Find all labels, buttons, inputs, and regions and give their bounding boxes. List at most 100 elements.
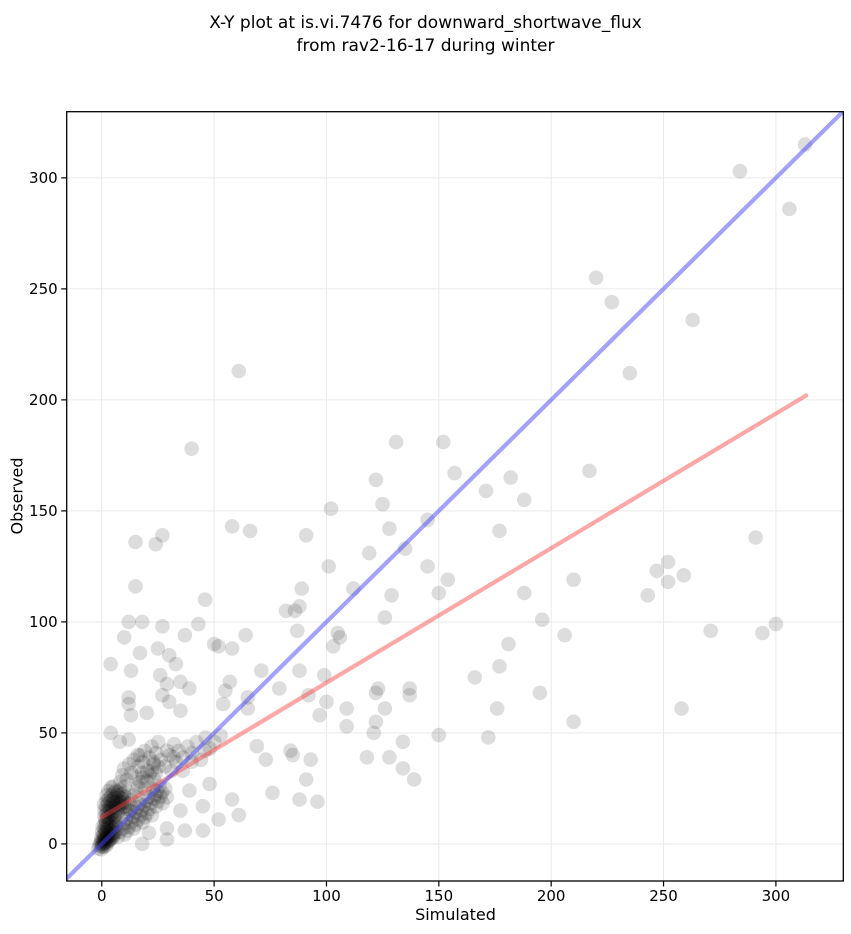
scatter-point [121,696,136,712]
scatter-point [96,796,112,812]
scatter-point [155,795,170,811]
scatter-point [640,588,656,603]
scatter-point [117,799,132,814]
scatter-point [104,812,119,827]
scatter-point [501,636,516,652]
scatter-point [101,804,116,820]
scatter-point [110,796,126,812]
scatter-point [258,752,274,767]
scatter-point [99,793,114,809]
scatter-point [97,809,112,824]
scatter-point [368,714,384,730]
scatter-point [231,363,247,379]
scatter-point [173,703,188,718]
scatter-point [492,659,507,674]
scatter-point [166,750,181,765]
scatter-point [115,791,130,806]
scatter-point [301,687,316,703]
scatter-point [123,765,139,781]
scatter-point [107,808,123,823]
scatter-point [222,674,238,690]
scatter-point [105,792,121,807]
scatter-point [116,789,132,804]
scatter-point [135,754,150,770]
scatter-point [157,759,173,774]
scatter-point [153,752,168,768]
scatter-point [377,701,393,716]
scatter-point [319,694,334,710]
scatter-point [382,521,397,536]
scatter-point [211,812,226,827]
scatter-point [96,803,112,819]
scatter-point [182,783,197,798]
scatter-point [122,796,137,811]
scatter-point [582,463,597,479]
scatter-point [108,803,123,819]
scatter-point [242,523,258,539]
scatter-point [106,795,121,810]
scatter-point [93,833,109,849]
scatter-point [173,674,188,690]
scatter-point [153,789,168,804]
scatter-point [99,814,114,830]
scatter-point [117,827,132,842]
scatter-point [382,750,397,765]
scatter-point [159,676,175,692]
scatter-point [119,801,135,817]
axes-frame [66,111,844,882]
scatter-point [112,734,127,750]
scatter-point [142,768,157,783]
scatter-point [110,792,126,807]
scatter-point [123,792,139,807]
scatter-point [133,774,148,790]
y-tick-label: 0 [48,835,58,853]
scatter-point [116,761,132,776]
scatter-point [107,810,122,825]
scatter-point [703,623,718,639]
scatter-point [117,794,132,810]
scatter-point [126,788,141,803]
scatter-point [105,829,121,845]
scatter-point [103,780,119,795]
scatter-point [141,750,157,765]
scatter-point [101,816,116,832]
scatter-point [147,787,163,803]
scatter-point [101,783,116,799]
scatter-point [370,681,386,696]
scatter-point [132,645,148,661]
scatter-point [110,784,126,800]
scatter-point [150,794,166,809]
scatter-point [768,616,784,632]
scatter-point [101,810,116,825]
scatter-point [137,743,152,759]
scatter-point [134,614,150,630]
scatter-point [339,719,355,734]
scatter-point [159,832,175,847]
scatter-point [184,441,199,457]
scatter-point [139,705,154,721]
scatter-point [103,656,118,672]
scatter-point [103,802,118,817]
scatter-point [99,803,114,819]
scatter-point [119,772,134,788]
scatter-point [117,779,132,794]
scatter-point [395,761,411,776]
scatter-point [101,800,117,815]
scatter-point [137,810,152,825]
identity-line [66,111,844,881]
scatter-point [292,663,307,678]
x-tick-label: 100 [312,887,341,905]
scatter-point [142,801,157,817]
scatter-point [114,768,130,783]
scatter-point [146,756,161,772]
scatter-point [139,774,155,789]
scatter-point [604,294,620,310]
scatter-point [121,806,136,822]
scatter-point [447,465,462,481]
scatter-point [298,772,314,787]
scatter-point [98,817,114,833]
scatter-point [103,788,119,803]
scatter-point [478,483,494,499]
scatter-point [155,619,170,634]
scatter-point [532,685,548,701]
